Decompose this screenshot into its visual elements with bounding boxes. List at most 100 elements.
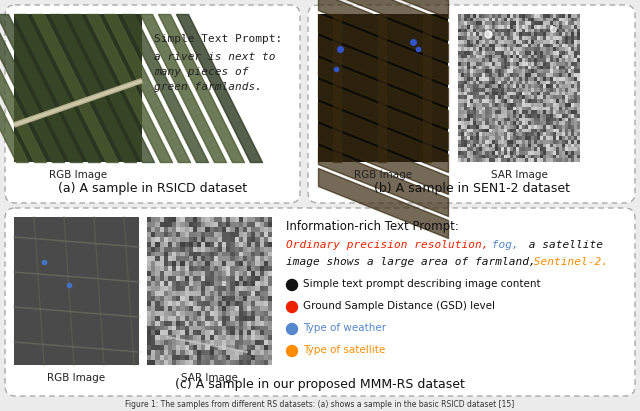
Bar	[550, 129, 553, 133]
Bar	[483, 132, 486, 136]
Bar	[151, 276, 156, 282]
Bar	[543, 151, 547, 155]
Bar	[495, 114, 498, 118]
Bar	[193, 316, 197, 321]
Bar	[510, 151, 513, 155]
Bar	[568, 114, 571, 118]
Bar	[547, 66, 550, 70]
Bar	[522, 125, 525, 129]
Bar	[467, 66, 470, 70]
Bar	[574, 29, 577, 33]
Bar	[255, 261, 260, 267]
Bar	[547, 36, 550, 40]
Bar	[470, 36, 474, 40]
Bar	[264, 252, 268, 257]
Bar	[467, 143, 470, 148]
Bar	[205, 266, 210, 272]
Bar	[230, 340, 235, 346]
Bar	[516, 73, 519, 77]
Bar	[164, 355, 168, 360]
Bar	[218, 306, 223, 311]
Bar	[504, 73, 507, 77]
Bar	[486, 132, 489, 136]
Bar	[504, 143, 507, 148]
Bar	[483, 147, 486, 151]
Bar	[571, 18, 574, 22]
Bar	[214, 350, 218, 356]
Bar	[486, 106, 489, 111]
Bar	[230, 227, 235, 232]
Bar	[483, 158, 486, 162]
Bar	[184, 301, 189, 306]
Bar	[461, 143, 465, 148]
Bar	[243, 261, 248, 267]
Bar	[531, 114, 534, 118]
Bar	[492, 14, 495, 18]
Bar	[189, 330, 193, 336]
Bar	[458, 29, 461, 33]
Bar	[222, 281, 227, 286]
Bar	[513, 155, 516, 159]
Bar	[458, 84, 461, 88]
Bar	[574, 77, 577, 81]
Bar	[531, 99, 534, 103]
Bar	[147, 232, 152, 237]
Bar	[222, 316, 227, 321]
Bar	[259, 222, 264, 227]
Bar	[483, 36, 486, 40]
Bar	[214, 247, 218, 252]
Bar	[495, 103, 498, 107]
Bar	[479, 106, 483, 111]
Bar	[552, 32, 556, 37]
Bar	[513, 99, 516, 103]
Bar	[464, 151, 467, 155]
Bar	[543, 32, 547, 37]
Bar	[464, 29, 467, 33]
Bar	[483, 103, 486, 107]
Bar	[550, 58, 553, 62]
Bar	[486, 95, 489, 99]
Bar	[234, 335, 239, 341]
Bar	[571, 58, 574, 62]
Bar	[251, 311, 256, 316]
Bar	[159, 350, 164, 356]
Bar	[498, 99, 501, 103]
Bar	[159, 340, 164, 346]
Bar	[552, 143, 556, 148]
Bar	[492, 40, 495, 44]
Bar	[547, 21, 550, 25]
Bar	[247, 242, 252, 247]
Bar	[488, 129, 492, 133]
Bar	[507, 136, 510, 140]
Bar	[473, 29, 477, 33]
Bar	[525, 136, 529, 140]
Bar	[180, 301, 185, 306]
Bar	[564, 155, 568, 159]
Bar	[522, 32, 525, 37]
Bar	[464, 106, 467, 111]
Bar	[483, 81, 486, 85]
Bar	[543, 21, 547, 25]
Bar	[495, 155, 498, 159]
Bar	[483, 110, 486, 114]
Bar	[255, 306, 260, 311]
Bar	[259, 345, 264, 351]
Bar	[209, 266, 214, 272]
Bar	[522, 132, 525, 136]
Bar	[495, 143, 498, 148]
Bar	[268, 232, 273, 237]
Bar	[559, 58, 562, 62]
Bar	[147, 316, 152, 321]
Bar	[476, 44, 479, 48]
Bar	[500, 40, 504, 44]
Bar	[495, 29, 498, 33]
Bar	[214, 355, 218, 360]
Bar	[205, 355, 210, 360]
Bar	[189, 291, 193, 296]
Bar	[218, 301, 223, 306]
Bar	[571, 73, 574, 77]
Bar	[470, 84, 474, 88]
Bar	[159, 311, 164, 316]
Bar	[226, 242, 231, 247]
Bar	[552, 66, 556, 70]
